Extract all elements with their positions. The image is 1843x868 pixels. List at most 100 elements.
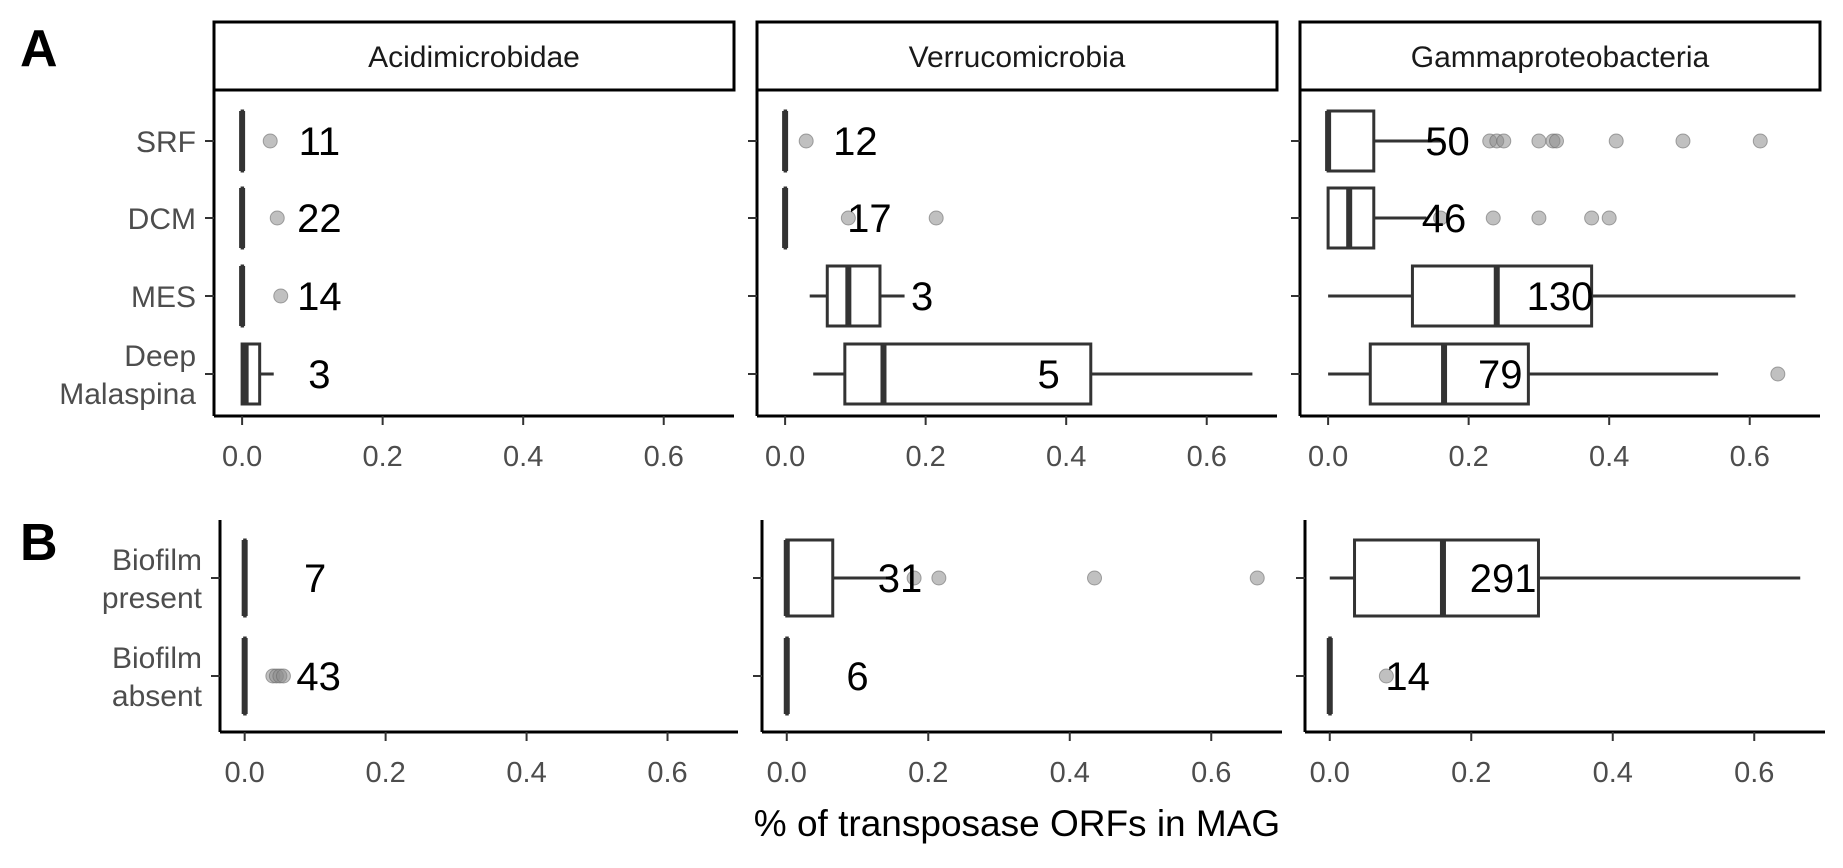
x-tick-label: 0.4 [506,757,546,789]
facet-strip-label: Gammaproteobacteria [1411,41,1710,74]
y-category-label: Biofilm present [102,544,203,615]
y-category-label: Deep Malaspina [59,340,196,411]
facet-b-2: 0.0 0.2 0.4 0.6 291 14 [1296,520,1825,789]
outlier-point [1249,570,1265,586]
y-category-label-line: Biofilm [112,544,202,577]
box [1326,109,1376,173]
boxplot-dcm: 46 [1326,186,1617,250]
y-category-label: Biofilm absent [112,642,203,713]
x-tick-label: 0.6 [1730,441,1770,473]
outlier-point [1087,570,1103,586]
boxplot-srf: 12 [782,109,878,173]
count-label: 31 [878,557,923,601]
boxplot-biofilm-present: 31 [783,538,1265,618]
boxplot-biofilm-absent: 6 [783,636,869,716]
outlier-point [269,210,285,226]
count-label: 14 [1385,655,1430,699]
x-tick-label: 0.0 [222,441,262,473]
outlier-point [840,210,856,226]
count-label: 7 [304,557,326,601]
x-tick-label: 0.6 [1734,757,1774,789]
x-tick-label: 0.2 [365,757,405,789]
panel-letter-a: A [20,20,58,78]
boxplot-dcm: 22 [239,186,342,250]
boxplot-mes: 130 [1328,264,1796,328]
outlier-point [1433,210,1449,226]
count-label: 46 [1422,197,1467,241]
x-tick-label: 0.0 [225,757,265,789]
x-tick-label: 0.4 [1046,441,1086,473]
boxplot-biofilm-absent: 43 [241,636,341,716]
outlier-point [275,668,291,684]
facet-strip-label: Verrucomicrobia [909,41,1126,74]
y-category-label-line: MES [131,281,196,314]
outlier-point [1378,668,1394,684]
boxplot-deep-malaspina: 5 [813,342,1253,406]
box [1368,342,1530,406]
panel-letter-b: B [20,514,58,572]
outlier-point [1770,366,1786,382]
x-tick-label: 0.6 [644,441,684,473]
outlier-point [1608,133,1624,149]
outlier-point [1496,133,1512,149]
boxplot-biofilm-present: 291 [1329,538,1801,618]
count-label: 291 [1470,557,1537,601]
count-label: 3 [308,353,330,397]
outlier-point [931,570,947,586]
y-category-label-line: absent [112,680,203,713]
outlier-point [798,133,814,149]
box [1353,538,1540,618]
y-category-label-line: DCM [128,203,196,236]
x-axis-label: % of transposase ORFs in MAG [754,803,1280,844]
facet-strip [212,20,736,92]
count-label: 6 [846,655,868,699]
boxplot-biofilm-present: 7 [241,538,326,618]
boxplot-mes: 14 [239,264,342,328]
facet-strip-label: Acidimicrobidae [368,41,580,74]
facet-b-1: 0.0 0.2 0.4 0.6 31 6 [753,520,1282,789]
x-tick-label: 0.4 [1589,441,1629,473]
boxplot-srf: 50 [1325,109,1768,173]
x-tick-label: 0.2 [362,441,402,473]
y-category-label-line: present [102,582,203,615]
x-tick-label: 0.2 [1451,757,1491,789]
y-category-label: SRF [136,126,196,159]
facet-strip [1298,20,1822,92]
outlier-point [1485,210,1501,226]
facet-a-1: Verrucomicrobia 0.0 0.2 0.4 0.6 12 17 3 5 [748,20,1279,473]
x-tick-label: 0.0 [1308,441,1348,473]
outlier-point [1531,210,1547,226]
count-label: 43 [296,655,341,699]
outlier-point [1675,133,1691,149]
x-tick-label: 0.4 [1593,757,1633,789]
x-tick-label: 0.6 [647,757,687,789]
x-tick-label: 0.4 [503,441,543,473]
count-label: 11 [299,120,341,164]
count-label: 3 [911,275,933,319]
count-label: 17 [847,197,892,241]
outlier-point [262,133,278,149]
count-label: 5 [1037,353,1059,397]
y-category-label: DCM [128,203,196,236]
boxplot-dcm: 17 [782,186,944,250]
outlier-point [1752,133,1768,149]
outlier-point [1531,133,1547,149]
boxplot-deep-malaspina: 3 [240,342,331,406]
count-label: 14 [297,275,342,319]
count-label: 130 [1527,275,1594,319]
x-tick-label: 0.0 [767,757,807,789]
plot-area: Acidimicrobidae 0.0 0.2 0.4 0.6 SRF DCM MES Deep… [59,20,1825,789]
outlier-point [1601,210,1617,226]
boxplot-deep-malaspina: 79 [1328,342,1786,406]
box [785,538,835,618]
outlier-point [928,210,944,226]
y-category-label-line: Malaspina [59,378,196,411]
boxplot-biofilm-absent: 14 [1326,636,1430,716]
x-tick-label: 0.0 [765,441,805,473]
facet-strip [755,20,1279,92]
x-tick-label: 0.2 [908,757,948,789]
box [1410,264,1594,328]
facet-b-0: 0.0 0.2 0.4 0.6 Biofilm present Biofilm absent 7… [102,520,738,789]
facet-a-0: Acidimicrobidae 0.0 0.2 0.4 0.6 SRF DCM MES Deep… [59,20,736,473]
